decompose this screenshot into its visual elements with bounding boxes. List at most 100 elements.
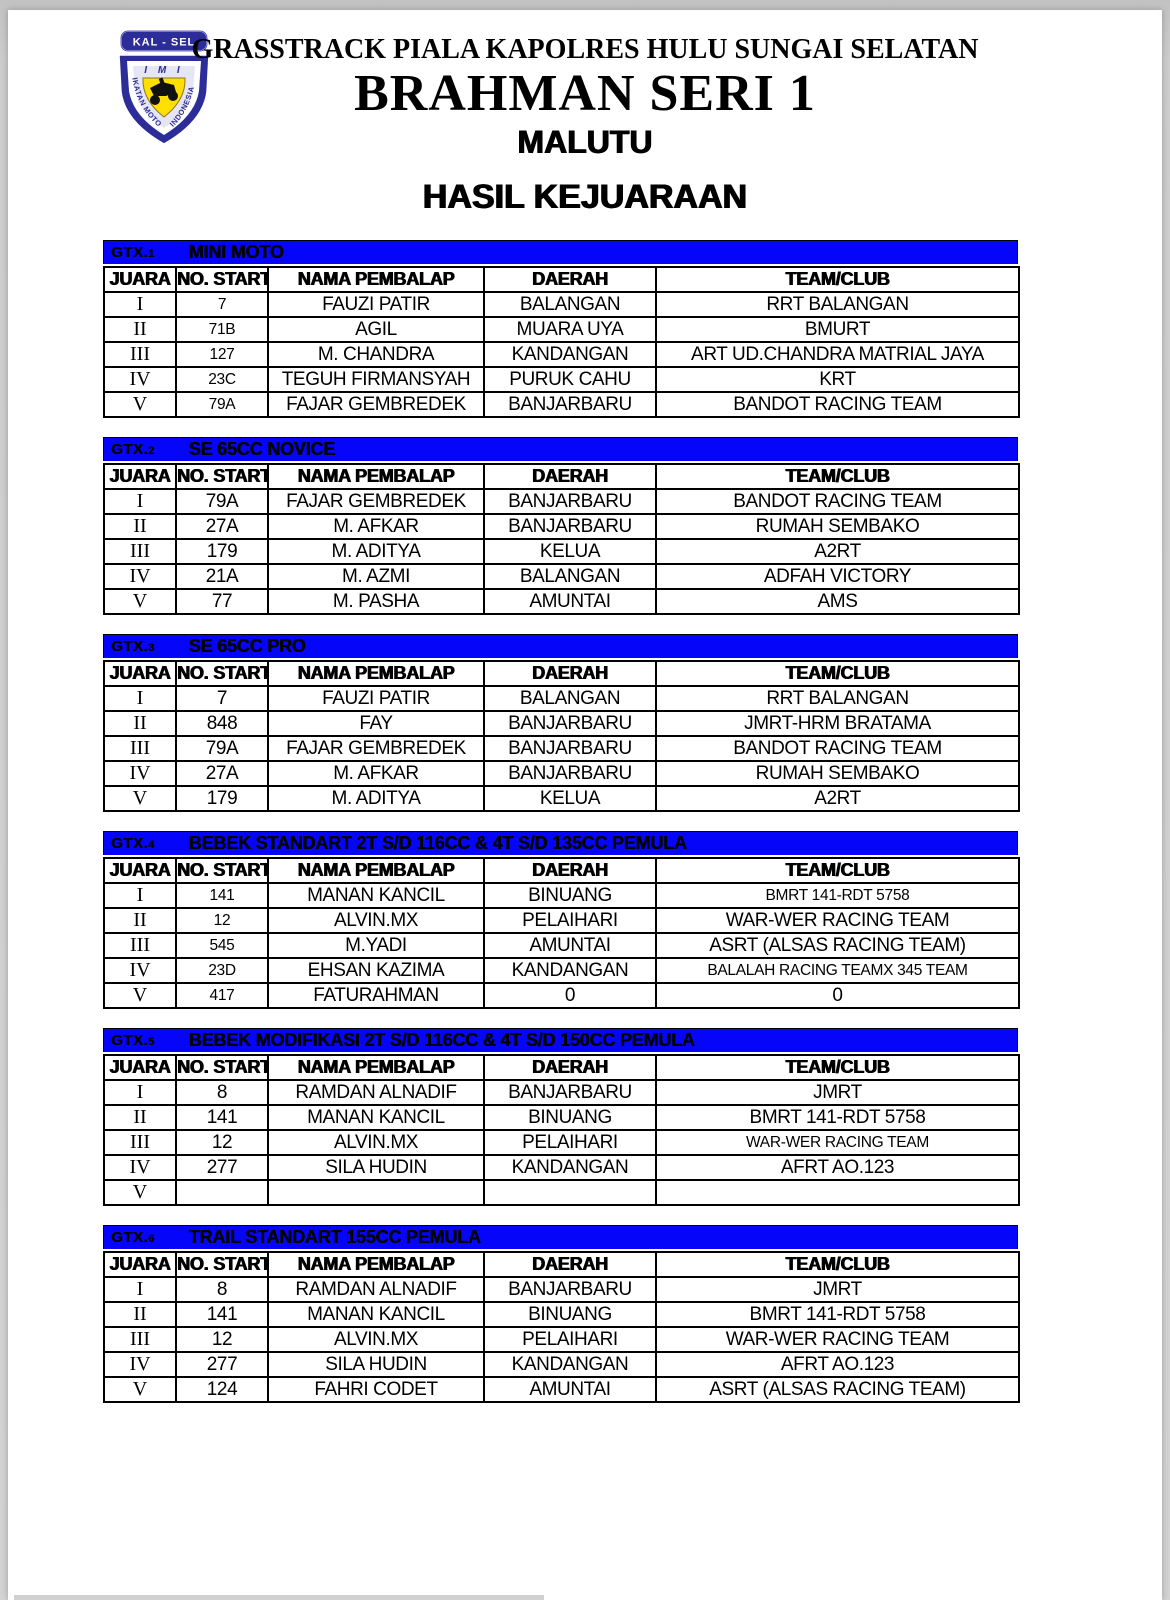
table-row: II 71B AGIL MUARA UYA BMURT xyxy=(103,316,1020,343)
column-header-row: JUARA NO. START NAMA PEMBALAP DAERAH TEAM/CL… xyxy=(103,463,1020,490)
category-bar: GTX.5 BEBEK MODIFIKASI 2T S/D 116CC & 4T … xyxy=(103,1028,1018,1052)
table-cell: FAJAR GEMBREDEK xyxy=(267,391,485,418)
column-header: NO. START xyxy=(175,857,269,884)
category-title: BEBEK MODIFIKASI 2T S/D 116CC & 4T S/D 1… xyxy=(188,1030,695,1050)
table-cell: ALVIN.MX xyxy=(267,1326,485,1353)
table-row: IV 21A M. AZMI BALANGAN ADFAH VICTORY xyxy=(103,563,1020,590)
rank-cell: II xyxy=(103,513,177,540)
rank-cell: V xyxy=(103,785,177,812)
table-cell xyxy=(483,1179,657,1206)
table-cell: M. ADITYA xyxy=(267,785,485,812)
rank-cell: IV xyxy=(103,563,177,590)
event-title: GRASSTRACK PIALA KAPOLRES HULU SUNGAI SE… xyxy=(191,34,979,65)
column-header: NAMA PEMBALAP xyxy=(267,1054,485,1081)
table-row: III 179 M. ADITYA KELUA A2RT xyxy=(103,538,1020,565)
table-cell: 0 xyxy=(483,982,657,1009)
table-cell: 27A xyxy=(175,513,269,540)
table-row: I 8 RAMDAN ALNADIF BANJARBARU JMRT xyxy=(103,1079,1020,1106)
table-cell: BANJARBARU xyxy=(483,710,657,737)
table-row: II 141 MANAN KANCIL BINUANG BMRT 141-RDT 575… xyxy=(103,1301,1020,1328)
table-cell: KELUA xyxy=(483,538,657,565)
results-grid: JUARA NO. START NAMA PEMBALAP DAERAH TEAM/CL… xyxy=(103,857,1020,1009)
table-cell: M. PASHA xyxy=(267,588,485,615)
table-row: V 179 M. ADITYA KELUA A2RT xyxy=(103,785,1020,812)
category-code: GTX.4 xyxy=(111,835,155,852)
column-header: TEAM/CLUB xyxy=(655,463,1020,490)
table-cell: 27A xyxy=(175,760,269,787)
table-cell: 277 xyxy=(175,1154,269,1181)
table-cell: BANJARBARU xyxy=(483,513,657,540)
table-cell: 79A xyxy=(175,488,269,515)
table-cell: 8 xyxy=(175,1276,269,1303)
table-cell: FAUZI PATIR xyxy=(267,291,485,318)
table-cell: KANDANGAN xyxy=(483,1154,657,1181)
rank-cell: III xyxy=(103,341,177,368)
column-header: NAMA PEMBALAP xyxy=(267,660,485,687)
category-title: SE 65CC PRO xyxy=(188,636,306,656)
table-cell: 8 xyxy=(175,1079,269,1106)
document-page: KAL - SEL I M I IKATAN MOTOR INDONESIA xyxy=(8,10,1162,1600)
column-header-row: JUARA NO. START NAMA PEMBALAP DAERAH TEAM/CL… xyxy=(103,660,1020,687)
table-cell: BMRT 141-RDT 5758 xyxy=(655,882,1020,909)
table-row: II 27A M. AFKAR BANJARBARU RUMAH SEMBAKO xyxy=(103,513,1020,540)
table-cell: M. ADITYA xyxy=(267,538,485,565)
column-header: NO. START xyxy=(175,1251,269,1278)
table-cell: JMRT-HRM BRATAMA xyxy=(655,710,1020,737)
column-header: TEAM/CLUB xyxy=(655,1054,1020,1081)
table-cell: 0 xyxy=(655,982,1020,1009)
table-row: V 77 M. PASHA AMUNTAI AMS xyxy=(103,588,1020,615)
table-cell: ALVIN.MX xyxy=(267,1129,485,1156)
table-cell: 21A xyxy=(175,563,269,590)
column-header: TEAM/CLUB xyxy=(655,660,1020,687)
results-table-gtx-5: GTX.5 BEBEK MODIFIKASI 2T S/D 116CC & 4T … xyxy=(103,1028,1020,1206)
category-bar: GTX.2 SE 65CC NOVICE xyxy=(103,437,1018,461)
results-table-gtx-2: GTX.2 SE 65CC NOVICE JUARA NO. START NAMA PE… xyxy=(103,437,1020,615)
rank-cell: III xyxy=(103,932,177,959)
table-cell: FAHRI CODET xyxy=(267,1376,485,1403)
column-header: JUARA xyxy=(103,1251,177,1278)
table-cell: 12 xyxy=(175,1129,269,1156)
table-cell: PELAIHARI xyxy=(483,1129,657,1156)
table-row: III 79A FAJAR GEMBREDEK BANJARBARU BANDOT RA… xyxy=(103,735,1020,762)
table-cell: BMRT 141-RDT 5758 xyxy=(655,1104,1020,1131)
table-cell: M. AFKAR xyxy=(267,760,485,787)
table-cell: FAY xyxy=(267,710,485,737)
column-header: NO. START xyxy=(175,1054,269,1081)
table-cell: BANJARBARU xyxy=(483,735,657,762)
table-cell: AFRT AO.123 xyxy=(655,1154,1020,1181)
table-cell: ALVIN.MX xyxy=(267,907,485,934)
table-cell: 545 xyxy=(175,932,269,959)
rank-cell: II xyxy=(103,1301,177,1328)
column-header: NAMA PEMBALAP xyxy=(267,266,485,293)
table-row: III 12 ALVIN.MX PELAIHARI WAR-WER RACING TEA… xyxy=(103,1129,1020,1156)
results-table-gtx-4: GTX.4 BEBEK STANDART 2T S/D 116CC & 4T S/… xyxy=(103,831,1020,1009)
category-bar: GTX.3 SE 65CC PRO xyxy=(103,634,1018,658)
table-cell: RRT BALANGAN xyxy=(655,685,1020,712)
rank-cell: III xyxy=(103,1129,177,1156)
table-cell: MUARA UYA xyxy=(483,316,657,343)
column-header: TEAM/CLUB xyxy=(655,266,1020,293)
table-cell: KANDANGAN xyxy=(483,1351,657,1378)
table-cell: 12 xyxy=(175,1326,269,1353)
column-header: TEAM/CLUB xyxy=(655,857,1020,884)
rank-cell: II xyxy=(103,907,177,934)
rank-cell: I xyxy=(103,685,177,712)
results-table-gtx-6: GTX.6 TRAIL STANDART 155CC PEMULA JUARA NO.… xyxy=(103,1225,1020,1403)
table-cell: WAR-WER RACING TEAM xyxy=(655,1129,1020,1156)
results-grid: JUARA NO. START NAMA PEMBALAP DAERAH TEAM/CL… xyxy=(103,463,1020,615)
rank-cell: III xyxy=(103,538,177,565)
table-cell: 7 xyxy=(175,291,269,318)
rank-cell: V xyxy=(103,588,177,615)
table-cell: KELUA xyxy=(483,785,657,812)
column-header: NO. START xyxy=(175,266,269,293)
table-cell: MANAN KANCIL xyxy=(267,1104,485,1131)
table-cell: 417 xyxy=(175,982,269,1009)
column-header: JUARA xyxy=(103,857,177,884)
table-cell: JMRT xyxy=(655,1276,1020,1303)
table-cell: BANDOT RACING TEAM xyxy=(655,391,1020,418)
table-cell: BINUANG xyxy=(483,882,657,909)
table-cell: JMRT xyxy=(655,1079,1020,1106)
table-cell: M. AFKAR xyxy=(267,513,485,540)
table-cell xyxy=(655,1179,1020,1206)
table-cell: FAUZI PATIR xyxy=(267,685,485,712)
